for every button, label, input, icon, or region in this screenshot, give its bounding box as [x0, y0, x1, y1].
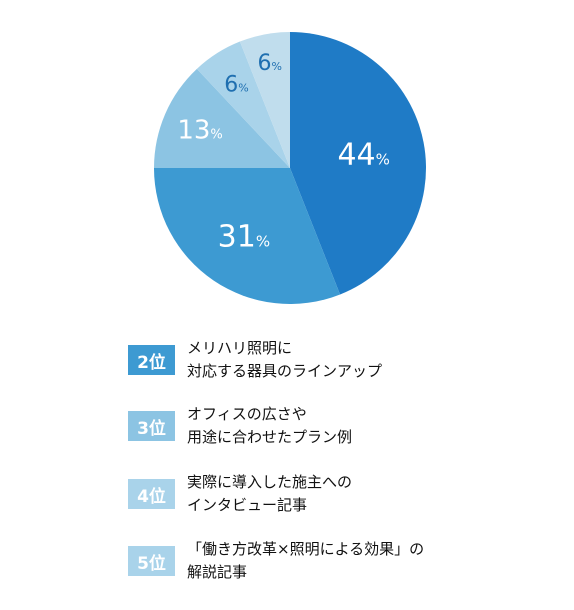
slice-value-unit: %: [210, 127, 222, 142]
slice-value-number: 13: [177, 115, 210, 145]
slice-value-unit: %: [238, 81, 248, 94]
pie-slice: [154, 168, 341, 305]
rank-badge: 5位: [128, 546, 175, 576]
legend-item-rank-2: 2位 メリハリ照明に 対応する器具のラインアップ: [128, 335, 382, 385]
legend-text: メリハリ照明に 対応する器具のラインアップ: [187, 339, 383, 380]
pie-slice: [154, 68, 290, 168]
slice-value-number: 6: [258, 51, 272, 76]
slice-value-unit: %: [256, 233, 270, 251]
slice-value-label: 31%: [218, 220, 270, 255]
slice-value-label: 6%: [258, 51, 282, 76]
pie-slice: [239, 32, 290, 168]
rank-badge: 2位: [128, 345, 175, 375]
slice-value-number: 6: [224, 72, 238, 97]
pie-slice: [290, 32, 427, 295]
legend-item-rank-5: 5位 「働き方改革×照明による効果」の 解説記事: [128, 536, 424, 586]
rank-badge: 3位: [128, 411, 175, 441]
slice-value-number: 44: [337, 138, 375, 173]
pie-slice: [196, 41, 290, 168]
rank-badge: 4位: [128, 479, 175, 509]
pie-chart: 44%31%13%6%6%: [154, 32, 427, 305]
slice-value-label: 44%: [337, 138, 389, 173]
legend-text: 「働き方改革×照明による効果」の 解説記事: [187, 540, 425, 581]
slice-value-label: 13%: [177, 115, 222, 145]
legend-text: 実際に導入した施主への インタビュー記事: [187, 473, 353, 514]
slice-value-label: 6%: [224, 72, 248, 97]
slice-value-unit: %: [272, 60, 282, 73]
slice-value-unit: %: [376, 151, 390, 169]
legend-item-rank-4: 4位 実際に導入した施主への インタビュー記事: [128, 469, 352, 519]
legend-item-rank-3: 3位 オフィスの広さや 用途に合わせたプラン例: [128, 401, 352, 451]
slice-value-number: 31: [218, 220, 256, 255]
legend-text: オフィスの広さや 用途に合わせたプラン例: [187, 405, 353, 446]
